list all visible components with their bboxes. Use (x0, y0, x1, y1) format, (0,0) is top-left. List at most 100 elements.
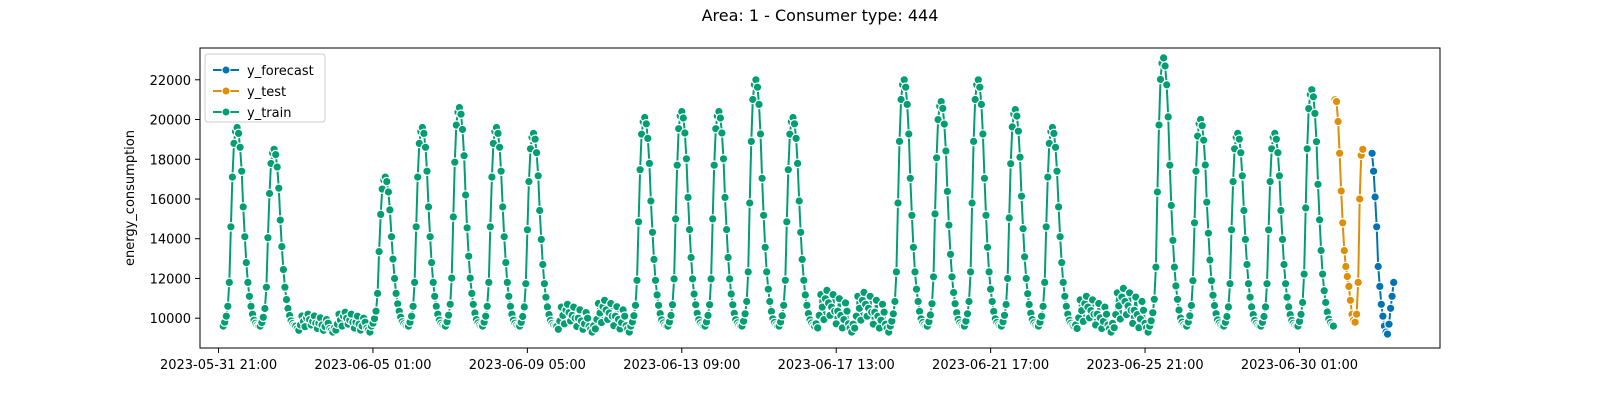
legend-marker (221, 86, 231, 96)
data-point (894, 136, 905, 147)
data-point (633, 217, 644, 227)
data-point (1055, 231, 1065, 242)
data-point (849, 323, 860, 333)
data-point (1019, 251, 1030, 262)
data-point (792, 158, 803, 169)
data-point (789, 119, 800, 129)
data-point (965, 267, 976, 277)
data-point (740, 308, 750, 319)
data-point (947, 271, 957, 282)
data-point (227, 172, 238, 182)
data-point (1205, 255, 1215, 265)
data-point (999, 310, 1010, 321)
data-point (590, 324, 601, 334)
data-point (1283, 302, 1294, 312)
data-point (386, 231, 397, 242)
data-point (964, 296, 974, 307)
data-point (1036, 311, 1047, 321)
data-point (1243, 278, 1254, 289)
data-point (233, 128, 244, 139)
data-point (1137, 296, 1147, 307)
data-point (723, 252, 733, 263)
data-point (1297, 297, 1308, 308)
data-point (1237, 171, 1248, 181)
data-point (794, 196, 804, 206)
data-point (1280, 278, 1291, 289)
data-point (680, 128, 690, 138)
data-point (1245, 292, 1255, 302)
data-point (630, 300, 641, 311)
data-point (948, 287, 959, 298)
data-point (503, 291, 514, 302)
data-point (371, 306, 381, 316)
data-point (1388, 277, 1399, 288)
legend-label: y_forecast (247, 64, 314, 79)
data-point (1260, 302, 1271, 312)
data-point (747, 94, 758, 105)
data-point (1024, 299, 1034, 310)
data-point (1005, 158, 1016, 169)
data-point (840, 298, 851, 308)
data-point (1333, 116, 1343, 127)
data-point (1276, 205, 1286, 216)
data-point (1165, 160, 1175, 170)
data-point (981, 210, 991, 221)
y-tick-label: 22000 (150, 74, 191, 89)
data-point (517, 311, 528, 322)
data-point (1161, 80, 1172, 90)
data-point (411, 222, 421, 232)
data-point (1370, 192, 1380, 202)
data-point (721, 224, 732, 235)
data-point (1056, 257, 1067, 268)
data-point (1188, 275, 1198, 286)
data-point (1310, 108, 1320, 119)
data-point (752, 82, 763, 92)
data-point (1314, 215, 1325, 225)
data-point (374, 246, 384, 257)
data-point (1234, 134, 1245, 144)
x-tick-label: 2023-06-09 05:00 (469, 358, 586, 373)
data-point (1152, 187, 1163, 197)
data-point (1012, 111, 1022, 121)
data-point (967, 198, 977, 208)
data-point (428, 277, 438, 288)
data-point (1039, 277, 1050, 288)
data-point (1146, 315, 1156, 326)
data-point (1226, 225, 1237, 235)
data-point (260, 303, 270, 314)
data-point (465, 273, 475, 283)
data-point (888, 308, 899, 319)
data-point (466, 288, 477, 299)
data-point (429, 291, 440, 302)
data-point (419, 128, 429, 139)
data-point (1072, 323, 1082, 334)
data-point (273, 183, 284, 193)
data-point (908, 242, 919, 253)
data-point (448, 212, 459, 222)
data-point (945, 249, 956, 260)
legend-marker (221, 107, 231, 117)
data-point (582, 313, 593, 323)
data-point (1337, 218, 1348, 228)
data-point (910, 267, 920, 277)
data-point (761, 267, 772, 277)
data-point (1202, 197, 1212, 207)
data-point (797, 254, 807, 265)
data-point (445, 299, 455, 310)
data-point (258, 312, 269, 323)
data-point (457, 124, 468, 135)
data-point (1198, 135, 1209, 145)
data-point (1317, 269, 1328, 279)
x-tick-label: 2023-06-30 01:00 (1241, 358, 1358, 373)
data-point (264, 188, 275, 199)
data-point (381, 176, 392, 187)
data-point (493, 128, 503, 139)
x-tick-label: 2023-06-13 09:00 (623, 358, 740, 373)
data-point (1354, 194, 1365, 204)
data-point (1334, 148, 1345, 159)
data-point (1259, 311, 1269, 322)
data-point (1384, 319, 1394, 329)
data-point (1367, 148, 1377, 159)
data-point (984, 267, 994, 277)
data-point (1296, 309, 1306, 320)
